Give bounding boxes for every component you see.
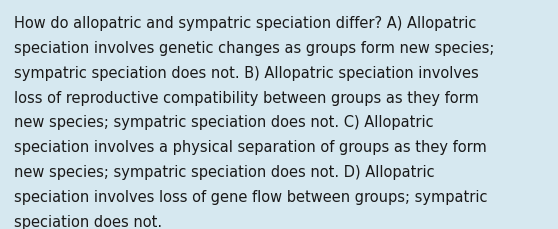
Text: new species; sympatric speciation does not. C) Allopatric: new species; sympatric speciation does n… <box>14 115 434 130</box>
Text: speciation involves loss of gene flow between groups; sympatric: speciation involves loss of gene flow be… <box>14 189 488 204</box>
Text: sympatric speciation does not. B) Allopatric speciation involves: sympatric speciation does not. B) Allopa… <box>14 65 479 80</box>
Text: speciation involves a physical separation of groups as they form: speciation involves a physical separatio… <box>14 140 487 155</box>
Text: speciation involves genetic changes as groups form new species;: speciation involves genetic changes as g… <box>14 41 494 56</box>
Text: new species; sympatric speciation does not. D) Allopatric: new species; sympatric speciation does n… <box>14 164 435 179</box>
Text: speciation does not.: speciation does not. <box>14 214 162 229</box>
Text: How do allopatric and sympatric speciation differ? A) Allopatric: How do allopatric and sympatric speciati… <box>14 16 477 31</box>
Text: loss of reproductive compatibility between groups as they form: loss of reproductive compatibility betwe… <box>14 90 479 105</box>
